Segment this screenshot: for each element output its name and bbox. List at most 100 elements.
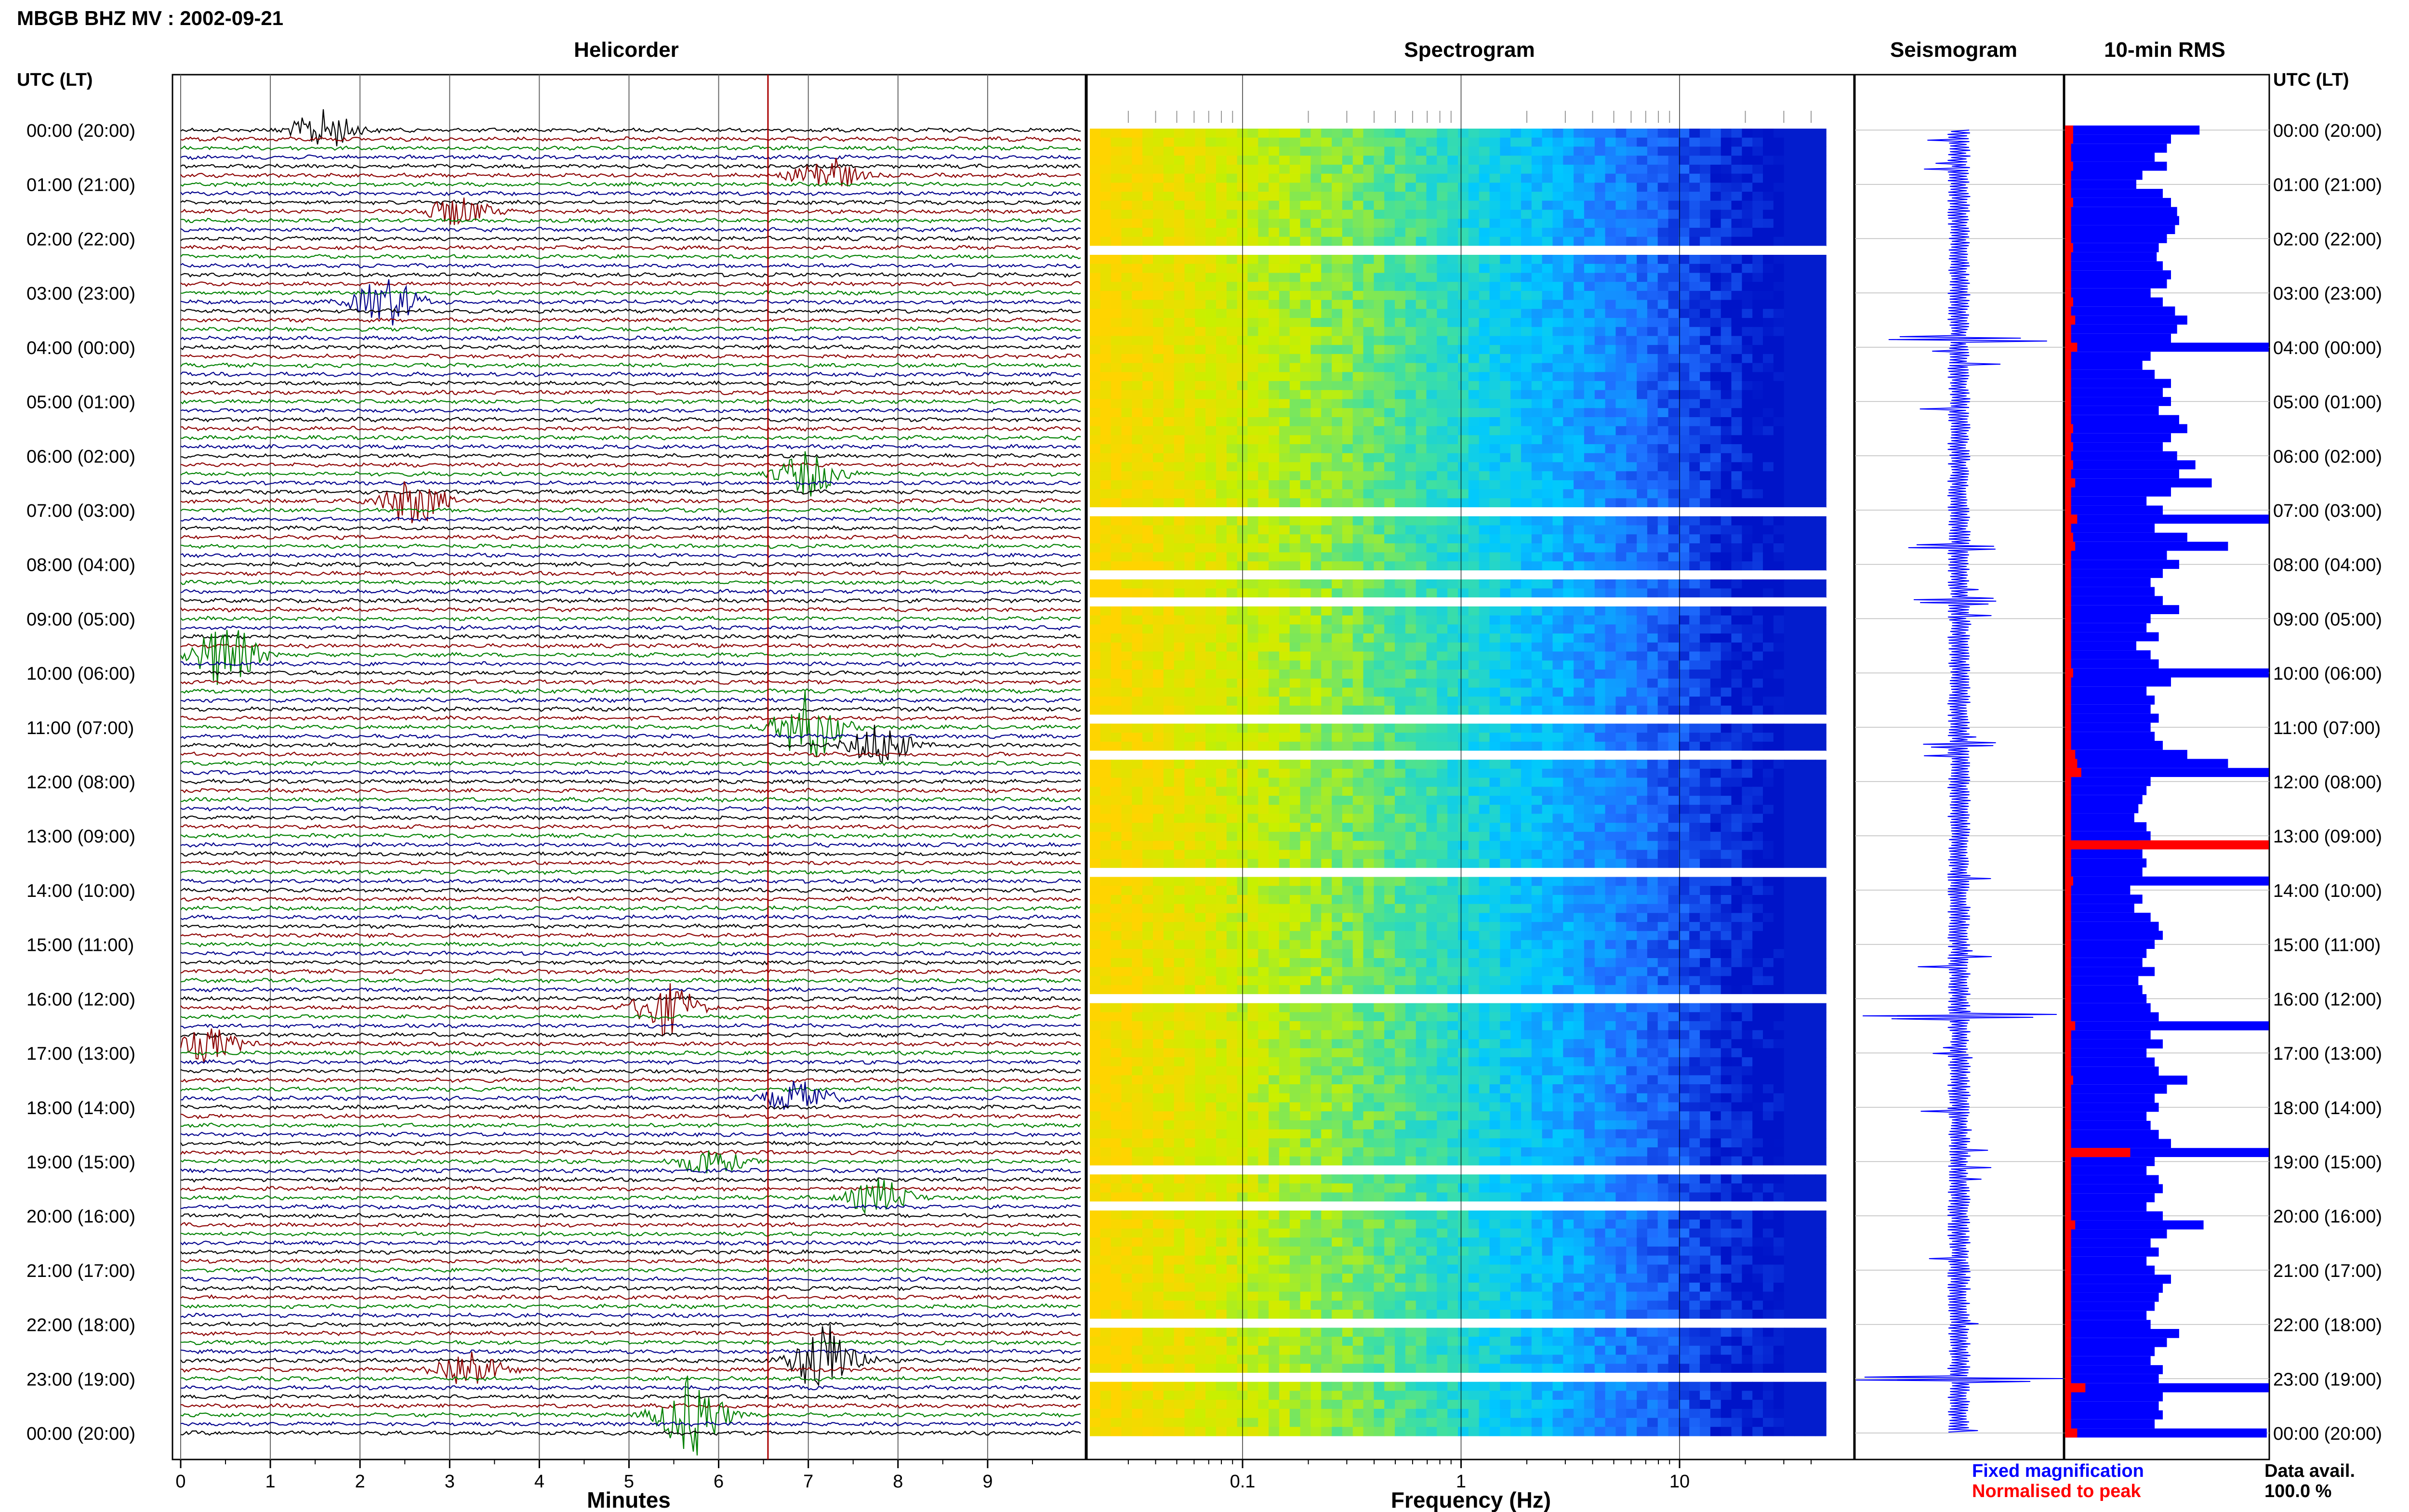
spectrogram-cell [1794,156,1806,165]
spectrogram-cell [1300,624,1311,634]
spectrogram-cell [1721,733,1732,742]
spectrogram-cell [1479,471,1490,481]
spectrogram-cell [1121,543,1133,553]
helicorder-trace [180,398,1081,405]
spectrogram-cell [1552,318,1564,328]
spectrogram-cell [1437,192,1448,201]
spectrogram-cell [1321,697,1332,706]
helicorder-trace [180,815,1081,821]
spectrogram-cell [1742,354,1753,364]
spectrogram-cell [1794,606,1806,616]
spectrogram-cell [1163,787,1175,796]
spectrogram-cell [1090,263,1101,274]
spectrogram-cell [1584,787,1595,796]
spectrogram-cell [1205,417,1217,427]
spectrogram-cell [1605,777,1616,787]
spectrogram-cell [1184,660,1196,670]
helicorder-trace [180,263,1081,269]
spectrogram-cell [1269,137,1280,147]
spectrogram-cell [1542,282,1553,291]
spectrogram-cell [1195,678,1206,688]
spectrogram-cell [1626,263,1637,274]
spectrogram-cell [1700,561,1711,571]
spectrogram-cell [1763,777,1774,787]
spectrogram-cell [1605,588,1616,598]
spectrogram-cell [1637,237,1648,246]
spectrogram-cell [1142,300,1153,309]
spectrogram-cell [1416,183,1427,192]
spectrogram-cell [1226,516,1238,526]
spectrogram-cell [1689,777,1700,787]
spectrogram-cell [1363,660,1375,670]
spectrogram-cell [1405,345,1416,355]
spectrogram-cell [1489,282,1501,291]
spectrogram-cell [1615,255,1627,264]
spectrogram-cell [1426,516,1438,526]
spectrogram-cell [1184,606,1196,616]
spectrogram-cell [1700,381,1711,391]
spectrogram-cell [1721,164,1732,174]
spectrogram-cell [1111,318,1122,328]
spectrogram-cell [1647,733,1658,742]
spectrogram-cell [1721,525,1732,535]
spectrogram-cell [1763,300,1774,309]
spectrogram-cell [1805,588,1816,598]
spectrogram-cell [1426,697,1438,706]
spectrogram-cell [1689,588,1700,598]
spectrogram-cell [1426,471,1438,481]
spectrogram-cell [1479,219,1490,228]
spectrogram-cell [1111,489,1122,499]
spectrogram-cell [1657,633,1669,643]
spectrogram-cell [1332,273,1343,282]
spectrogram-cell [1279,309,1290,318]
spectrogram-cell [1657,678,1669,688]
spectrogram-cell [1447,444,1458,454]
spectrogram-cell [1405,723,1416,733]
helicorder-trace [180,941,1081,947]
spectrogram-cell [1521,426,1532,435]
spectrogram-cell [1794,164,1806,174]
spectrogram-cell [1521,227,1532,237]
spectrogram-cell [1163,453,1175,463]
spectrogram-cell [1363,552,1375,562]
spectrogram-cell [1111,588,1122,598]
spectrogram-cell [1300,489,1311,499]
spectrogram-cell [1752,237,1763,246]
spectrogram-cell [1216,561,1227,571]
spectrogram-cell [1479,588,1490,598]
spectrogram-cell [1615,660,1627,670]
spectrogram-cell [1174,525,1185,535]
spectrogram-cell [1395,426,1406,435]
spectrogram-cell [1332,687,1343,697]
helicorder-trace [180,145,1081,151]
spectrogram-cell [1615,390,1627,400]
spectrogram-cell [1637,426,1648,435]
spectrogram-cell [1269,164,1280,174]
spectrogram-cell [1090,678,1101,688]
spectrogram-cell [1479,543,1490,553]
spectrogram-cell [1142,200,1153,210]
spectrogram-cell [1121,255,1133,264]
spectrogram-cell [1531,687,1543,697]
spectrogram-cell [1216,660,1227,670]
helicorder-trace [180,1059,1081,1065]
spectrogram-cell [1395,480,1406,490]
spectrogram-cell [1626,282,1637,291]
spectrogram-cell [1416,210,1427,219]
spectrogram-cell [1153,156,1164,165]
spectrogram-cell [1647,363,1658,372]
spectrogram-cell [1395,408,1406,418]
spectrogram-cell [1247,210,1258,219]
spectrogram-cell [1468,336,1480,345]
spectrogram-cell [1500,777,1511,787]
spectrogram-cell [1605,633,1616,643]
spectrogram-cell [1605,300,1616,309]
spectrogram-cell [1458,588,1469,598]
spectrogram-cell [1247,777,1258,787]
spectrogram-cell [1352,787,1364,796]
helicorder-trace [180,751,1081,758]
spectrogram-cell [1552,345,1564,355]
spectrogram-cell [1121,678,1133,688]
spectrogram-cell [1279,426,1290,435]
spectrogram-cell [1416,255,1427,264]
